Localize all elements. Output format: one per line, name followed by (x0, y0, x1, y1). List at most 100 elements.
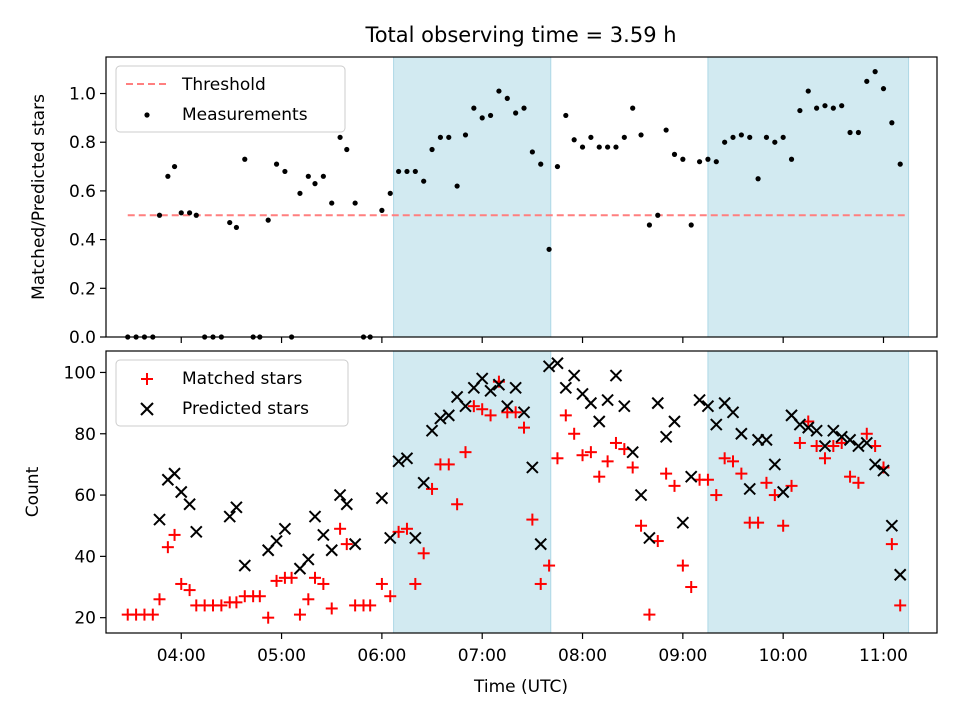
matched-star-point (400, 522, 413, 535)
matched-star-point (793, 436, 806, 449)
counts-x-ticks: 04:00 05:00 06:00 07:00 08:00 09:00 10:00 11:00 (157, 633, 908, 666)
predicted-star-point (651, 396, 664, 410)
y-tick-label: 20 (74, 609, 96, 629)
counts-axes-frame (105, 350, 938, 634)
x-tick-label: 06:00 (357, 646, 406, 666)
measurement-point (471, 105, 477, 111)
measurement-point (454, 183, 460, 189)
observing-window-2 (707, 56, 910, 338)
matched-star-point (293, 608, 306, 621)
predicted-star-point (425, 424, 439, 437)
measurement-point (265, 217, 271, 223)
predicted-stars-points (153, 357, 907, 581)
predicted-star-point (517, 406, 531, 419)
matched-star-point (317, 577, 330, 590)
observing-windows-bottom (393, 350, 910, 634)
y-tick-label: 1.0 (69, 85, 96, 105)
predicted-star-point (776, 485, 790, 499)
measurement-point (273, 161, 280, 167)
legend-predicted-label: Predicted stars (182, 399, 309, 419)
measurement-point (797, 107, 803, 114)
x-tick-label: 07:00 (458, 646, 507, 666)
predicted-star-point (843, 433, 857, 447)
measurement-point (671, 151, 678, 157)
measurement-point (504, 95, 510, 101)
x-tick-label: 08:00 (558, 646, 607, 666)
measurement-point (462, 132, 469, 138)
predicted-star-point (501, 399, 514, 413)
predicted-star-point (409, 531, 422, 545)
predicted-star-point (551, 357, 564, 370)
x-tick-label: 11:00 (859, 646, 908, 666)
predicted-star-point (793, 418, 807, 431)
ratio-y-axis-label: Matched/Predicted stars (29, 94, 49, 300)
matched-star-point (534, 577, 547, 590)
matched-star-point (676, 559, 689, 572)
matched-star-point (426, 482, 439, 495)
matched-star-point (777, 519, 790, 532)
ratio-y-ticks: 0.0 0.2 0.4 0.6 0.8 1.0 (69, 85, 106, 348)
matched-star-point (183, 584, 196, 597)
measurement-point (446, 134, 452, 140)
measurement-point (554, 163, 561, 170)
matched-star-point (727, 455, 740, 468)
predicted-star-point (392, 455, 405, 468)
x-tick-label: 05:00 (257, 646, 306, 666)
measurement-point (730, 134, 736, 140)
matched-star-point (760, 476, 773, 489)
predicted-star-point (492, 378, 506, 391)
observing-windows-top (393, 56, 910, 338)
predicted-star-point (743, 482, 756, 496)
predicted-star-point (676, 516, 690, 529)
measurement-point (772, 139, 778, 145)
measurement-point (755, 176, 761, 182)
measurement-point (579, 144, 586, 150)
predicted-star-point (348, 537, 362, 551)
matched-star-point (262, 611, 275, 624)
matched-star-point (518, 421, 531, 434)
measurement-point (864, 78, 870, 84)
measurement-point (738, 132, 744, 138)
predicted-star-point (885, 519, 899, 532)
predicted-star-point (659, 430, 673, 444)
y-tick-label: 0.6 (69, 182, 96, 202)
predicted-star-point (317, 528, 330, 542)
x-axis-label: Time (UTC) (473, 677, 568, 697)
predicted-star-point (434, 412, 447, 425)
measurement-point (396, 168, 402, 175)
measurement-point (320, 173, 326, 179)
predicted-star-point (701, 399, 715, 413)
measurement-point (780, 134, 786, 140)
predicted-star-point (710, 418, 723, 431)
predicted-star-point (567, 369, 581, 382)
measurement-point (171, 163, 178, 170)
measurement-point (855, 129, 862, 136)
predicted-star-point (238, 559, 251, 572)
predicted-star-point (593, 415, 606, 428)
measurement-point (344, 146, 350, 153)
measurement-point (521, 105, 527, 111)
predicted-star-point (559, 381, 573, 394)
measurement-point (814, 105, 820, 111)
matched-star-point (844, 470, 857, 483)
measurement-point (688, 222, 694, 228)
measurement-point (496, 88, 502, 94)
matched-star-point (161, 541, 174, 554)
matched-star-point (215, 599, 228, 612)
measurement-point (839, 103, 845, 109)
measurement-point (822, 103, 828, 109)
predicted-star-point (278, 522, 292, 535)
measurement-point (563, 112, 569, 119)
matched-star-point (153, 593, 166, 606)
predicted-star-point (325, 544, 338, 557)
measurement-point (571, 137, 577, 143)
matched-star-point (593, 470, 606, 483)
measurement-point (242, 156, 248, 162)
x-tick-label: 09:00 (658, 646, 707, 666)
measurement-point (805, 88, 811, 94)
predicted-star-point (643, 531, 656, 545)
measurement-point (630, 105, 636, 111)
matched-star-point (384, 590, 397, 603)
measurement-point (705, 156, 711, 162)
